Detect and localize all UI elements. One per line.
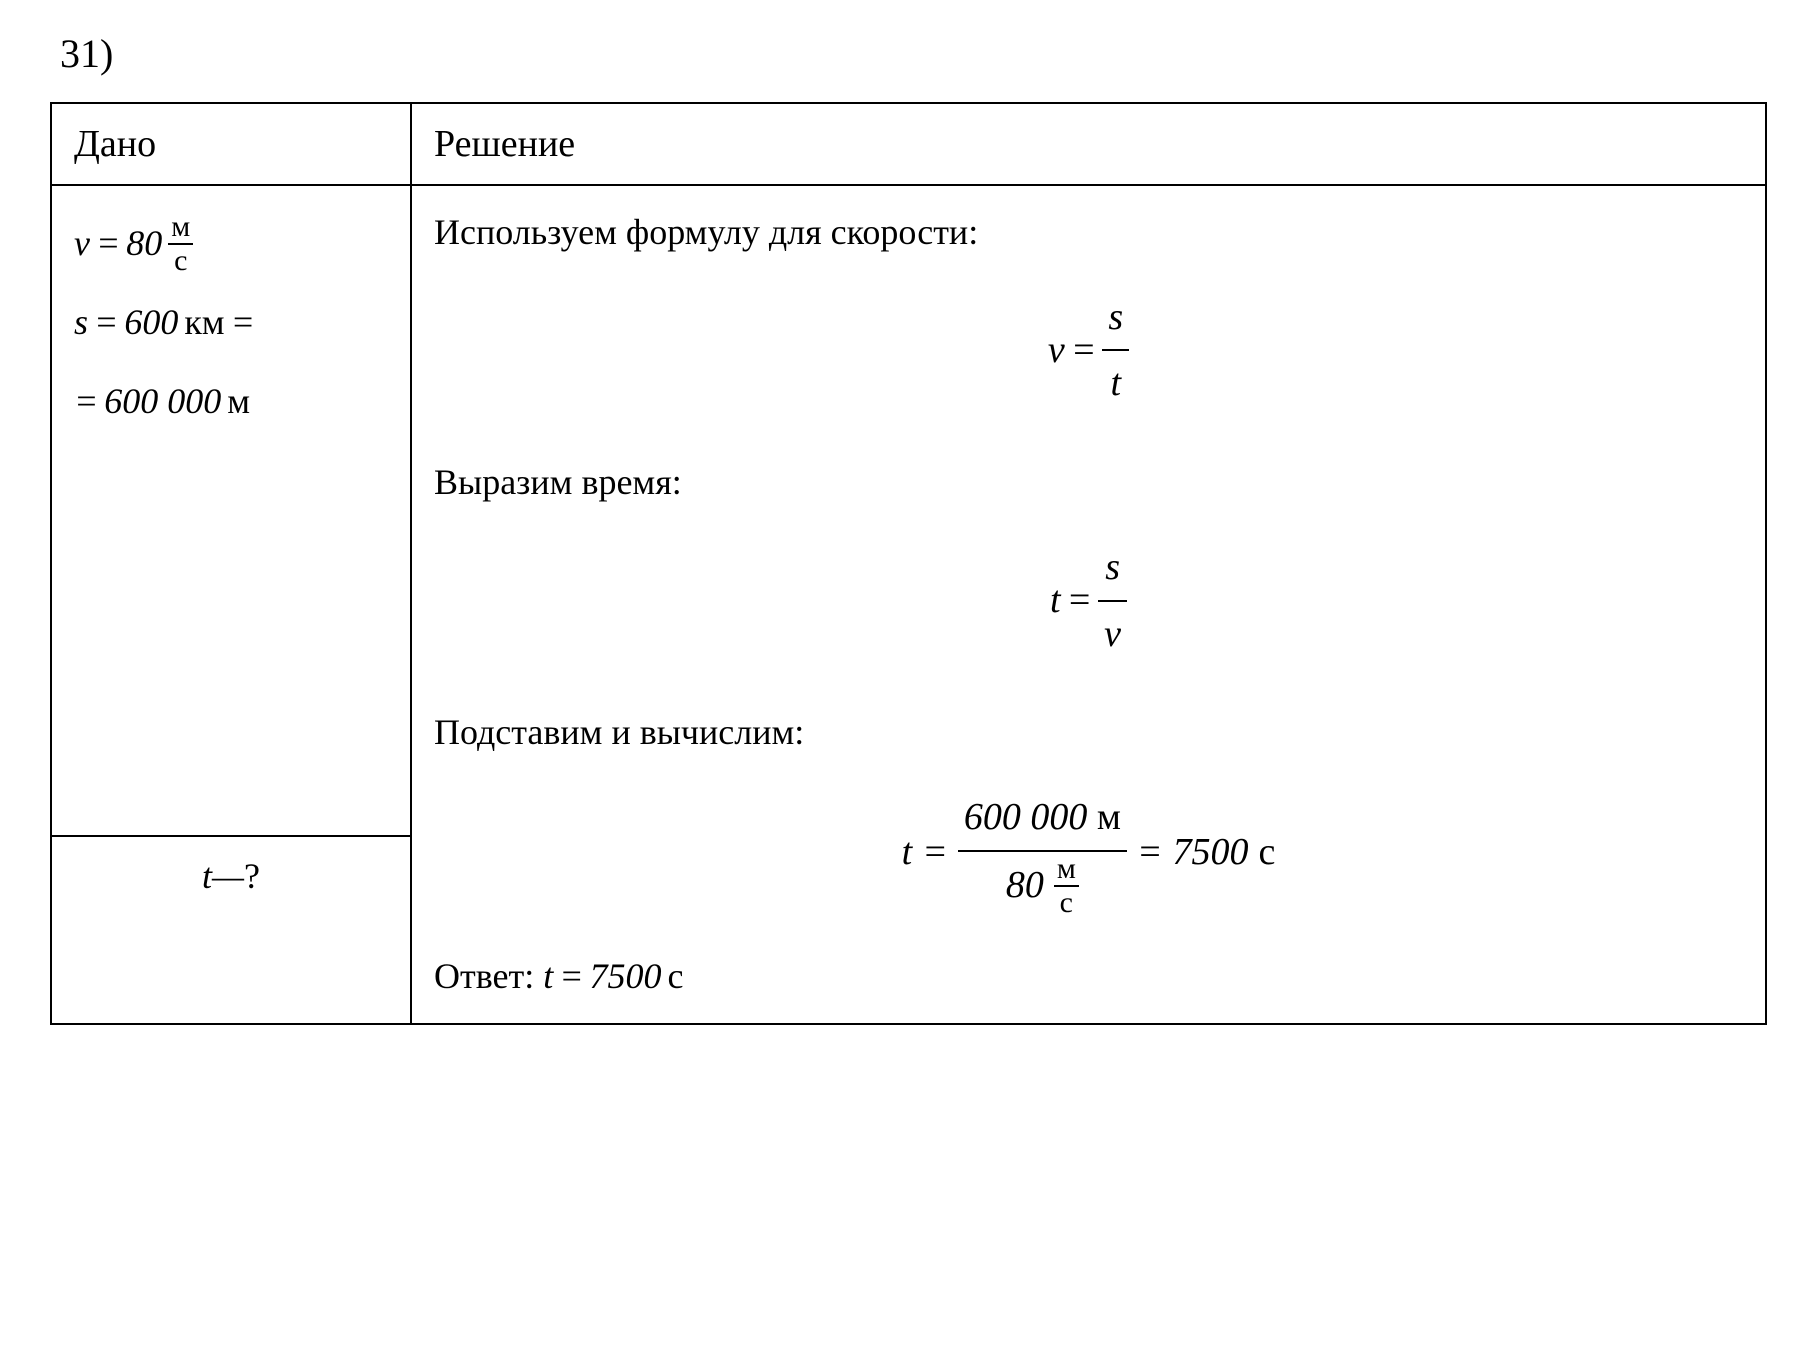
distance-variable: s [74, 283, 88, 362]
solution-step-2: Выразим время: [434, 454, 1743, 512]
given-distance-m: = 600 000 м [74, 362, 250, 441]
given-velocity: v = 80 м с [74, 204, 193, 283]
formula2-denominator: v [1098, 602, 1127, 665]
distance-unit-m: м [227, 362, 250, 441]
calculation-formula: t = 600 000 м 80 м с [434, 787, 1743, 918]
calc-den-value: 80 [1006, 855, 1044, 916]
answer-variable: t [543, 948, 553, 1006]
answer-label: Ответ: [434, 956, 534, 996]
distance-value: 600 [124, 283, 178, 362]
answer-value: 7500 [590, 948, 662, 1006]
formula2-lhs: t [1050, 570, 1061, 631]
given-distance-km: s = 600 км = [74, 283, 255, 362]
equals-sign: = [231, 283, 255, 362]
equals-sign: = [559, 948, 583, 1006]
solution-table: Дано Решение v = 80 м с s = 600 км = [50, 102, 1767, 1025]
solution-cell: Используем формулу для скорости: v = s t… [411, 185, 1766, 1024]
formula1-denominator: t [1102, 351, 1129, 414]
velocity-unit-denominator: с [168, 245, 193, 276]
distance-unit-km: км [184, 283, 224, 362]
distance-value-m: 600 000 [104, 362, 221, 441]
answer-line: Ответ: t = 7500 с [434, 948, 1743, 1006]
solution-step-3: Подставим и вычислим: [434, 704, 1743, 762]
calc-den-unit-fraction: м с [1054, 854, 1079, 918]
formula1-numerator: s [1102, 287, 1129, 352]
solution-step-1: Используем формулу для скорости: [434, 204, 1743, 262]
solution-header: Решение [411, 103, 1766, 185]
equals-sign: = [74, 362, 98, 441]
calc-numerator: 600 000 м [958, 787, 1127, 852]
equals-sign: = [922, 822, 948, 883]
equals-sign: = [1071, 320, 1097, 381]
velocity-formula: v = s t [434, 287, 1743, 415]
velocity-unit-fraction: м с [168, 212, 193, 276]
find-variable: t [202, 856, 212, 896]
calc-den-unit-den: с [1054, 887, 1079, 918]
dash: — [212, 856, 244, 896]
calc-den-unit-num: м [1054, 854, 1079, 887]
calc-fraction: 600 000 м 80 м с [958, 787, 1127, 918]
formula2-numerator: s [1098, 537, 1127, 602]
time-formula: t = s v [434, 537, 1743, 665]
calc-num-value: 600 000 [964, 796, 1088, 838]
velocity-unit-numerator: м [168, 212, 193, 245]
equals-sign: = [94, 283, 118, 362]
answer-unit: с [668, 948, 684, 1006]
formula1-lhs: v [1048, 320, 1065, 381]
calc-denominator: 80 м с [958, 852, 1127, 918]
velocity-value: 80 [126, 204, 162, 283]
calc-lhs: t [902, 822, 913, 883]
given-cell: v = 80 м с s = 600 км = = 600 000 м [51, 185, 411, 836]
calc-result-value: 7500 [1173, 822, 1249, 883]
equals-sign: = [1137, 822, 1163, 883]
formula2-fraction: s v [1098, 537, 1127, 665]
problem-number: 31) [60, 30, 1767, 77]
equals-sign: = [1067, 570, 1093, 631]
calc-num-unit: м [1097, 796, 1121, 838]
question-mark: ? [244, 856, 260, 896]
formula1-fraction: s t [1102, 287, 1129, 415]
velocity-variable: v [74, 204, 90, 283]
find-cell: t—? [51, 836, 411, 1025]
equals-sign: = [96, 204, 120, 283]
given-header: Дано [51, 103, 411, 185]
calc-result-unit: с [1259, 822, 1276, 883]
